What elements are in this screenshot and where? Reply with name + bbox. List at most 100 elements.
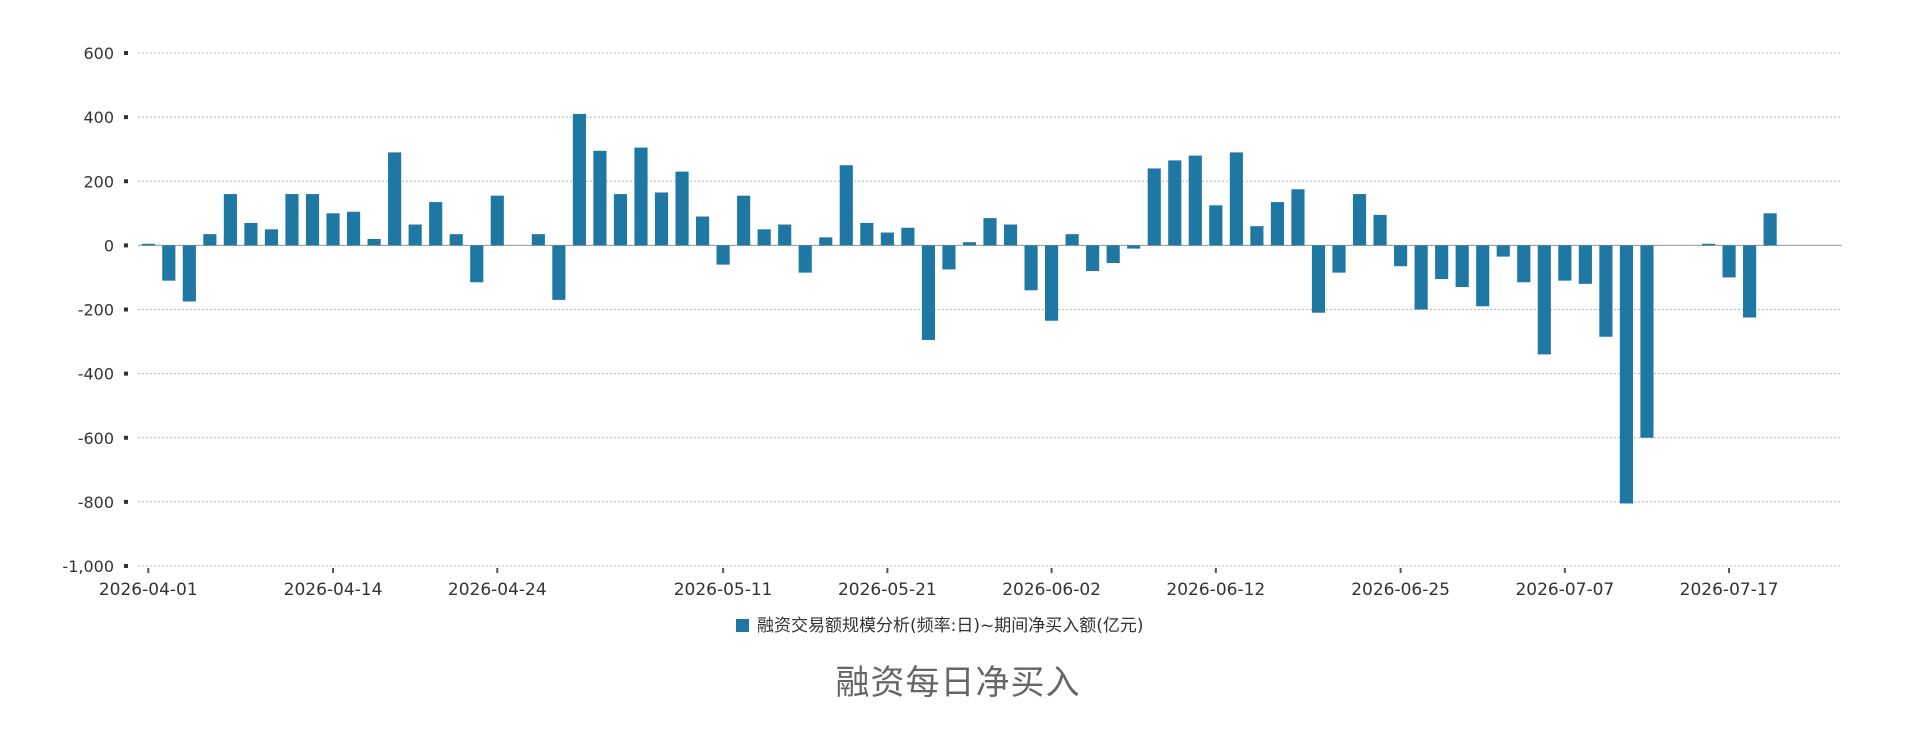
x-tick-mark — [1728, 568, 1731, 573]
bar — [1517, 245, 1531, 283]
bar — [1476, 245, 1490, 307]
bar — [1065, 234, 1079, 246]
bar — [1168, 160, 1182, 246]
bar — [860, 222, 874, 246]
bar — [1147, 168, 1161, 246]
bar-chart: 600 400 200 0 -200 -400 -600 -800 -1,000 2026-04… — [62, 44, 1842, 636]
bar — [962, 242, 977, 246]
y-tick-mark — [124, 371, 128, 376]
x-tick-label: 2026-06-02 — [1002, 580, 1101, 600]
x-tick-label: 2026-07-17 — [1680, 580, 1779, 600]
bar — [983, 218, 997, 246]
bar — [839, 165, 853, 246]
bar — [798, 245, 812, 273]
bar — [1743, 245, 1757, 318]
bar — [531, 234, 545, 246]
bar — [778, 224, 792, 246]
bar — [1045, 245, 1059, 321]
x-axis: 2026-04-01 2026-04-14 2026-04-24 2026-05-11… — [99, 568, 1779, 600]
y-tick-mark — [124, 499, 128, 504]
y-tick-mark — [124, 564, 128, 568]
x-tick-label: 2026-06-25 — [1351, 580, 1450, 600]
y-tick-label: 0 — [104, 236, 114, 255]
bar — [182, 245, 196, 302]
bar — [1332, 245, 1346, 273]
bar — [1496, 245, 1510, 257]
bars — [141, 113, 1777, 504]
y-tick-label: 600 — [83, 44, 114, 63]
bar — [203, 234, 217, 246]
y-tick-mark — [124, 243, 128, 248]
bar — [1188, 155, 1202, 246]
bar — [1435, 245, 1449, 280]
bar — [1373, 214, 1387, 246]
bar — [942, 245, 956, 270]
bar — [675, 171, 689, 246]
bar — [347, 211, 361, 246]
bar — [1599, 245, 1613, 337]
bar — [141, 243, 155, 246]
grid-lines — [138, 52, 1842, 567]
x-tick-mark — [496, 568, 499, 573]
bar — [162, 245, 176, 281]
bar — [921, 245, 935, 340]
bar — [264, 229, 279, 246]
y-tick-mark — [124, 307, 128, 312]
y-tick-label: -400 — [78, 365, 114, 384]
x-tick-mark — [1399, 568, 1402, 573]
bar — [1763, 213, 1777, 246]
bar — [1414, 245, 1428, 310]
bar — [223, 194, 237, 246]
legend-swatch — [736, 619, 749, 632]
x-tick-mark — [1050, 568, 1053, 573]
bar — [613, 194, 628, 246]
bar — [305, 194, 320, 246]
y-tick-mark — [124, 51, 128, 55]
x-tick-label: 2026-07-07 — [1515, 580, 1614, 600]
bar — [490, 195, 504, 246]
bar — [1024, 245, 1038, 291]
y-tick-mark — [124, 179, 128, 184]
x-tick-mark — [722, 568, 725, 573]
bar — [634, 147, 648, 246]
x-tick-label: 2026-05-11 — [674, 580, 773, 600]
bar — [1722, 245, 1736, 278]
bar — [1578, 245, 1592, 284]
bar — [593, 150, 607, 246]
bar — [1537, 245, 1551, 355]
x-tick-label: 2026-04-14 — [284, 580, 383, 600]
x-tick-label: 2026-06-12 — [1166, 580, 1265, 600]
bar — [552, 245, 566, 300]
bar — [1003, 224, 1018, 246]
x-tick-label: 2026-04-01 — [99, 580, 198, 600]
y-tick-label: -1,000 — [62, 557, 114, 576]
y-tick-mark — [124, 115, 128, 120]
bar — [326, 213, 340, 246]
x-tick-label: 2026-04-24 — [448, 580, 547, 600]
bar — [737, 195, 751, 246]
bar — [470, 245, 484, 283]
bar — [572, 113, 586, 246]
bar — [757, 229, 771, 246]
bar — [1106, 245, 1120, 264]
x-tick-mark — [332, 568, 335, 573]
bar — [1209, 205, 1223, 246]
y-tick-label: -600 — [78, 429, 114, 448]
bar — [1352, 194, 1367, 246]
bar — [1250, 226, 1264, 246]
legend-label: 融资交易额规模分析(频率:日)~期间净买入额(亿元) — [757, 616, 1144, 636]
bar — [1558, 245, 1572, 281]
x-tick-mark — [1563, 568, 1566, 573]
chart-caption: 融资每日净买入 — [835, 663, 1081, 703]
legend: 融资交易额规模分析(频率:日)~期间净买入额(亿元) — [736, 616, 1144, 636]
bar — [1270, 202, 1284, 246]
bar — [696, 216, 710, 246]
x-tick-mark — [1214, 568, 1217, 573]
y-tick-label: 400 — [83, 108, 114, 127]
bar — [1619, 245, 1633, 504]
bar — [1229, 152, 1243, 246]
bar — [1291, 189, 1305, 246]
bar — [408, 224, 422, 246]
bar — [1311, 245, 1326, 313]
bar — [1455, 245, 1469, 288]
